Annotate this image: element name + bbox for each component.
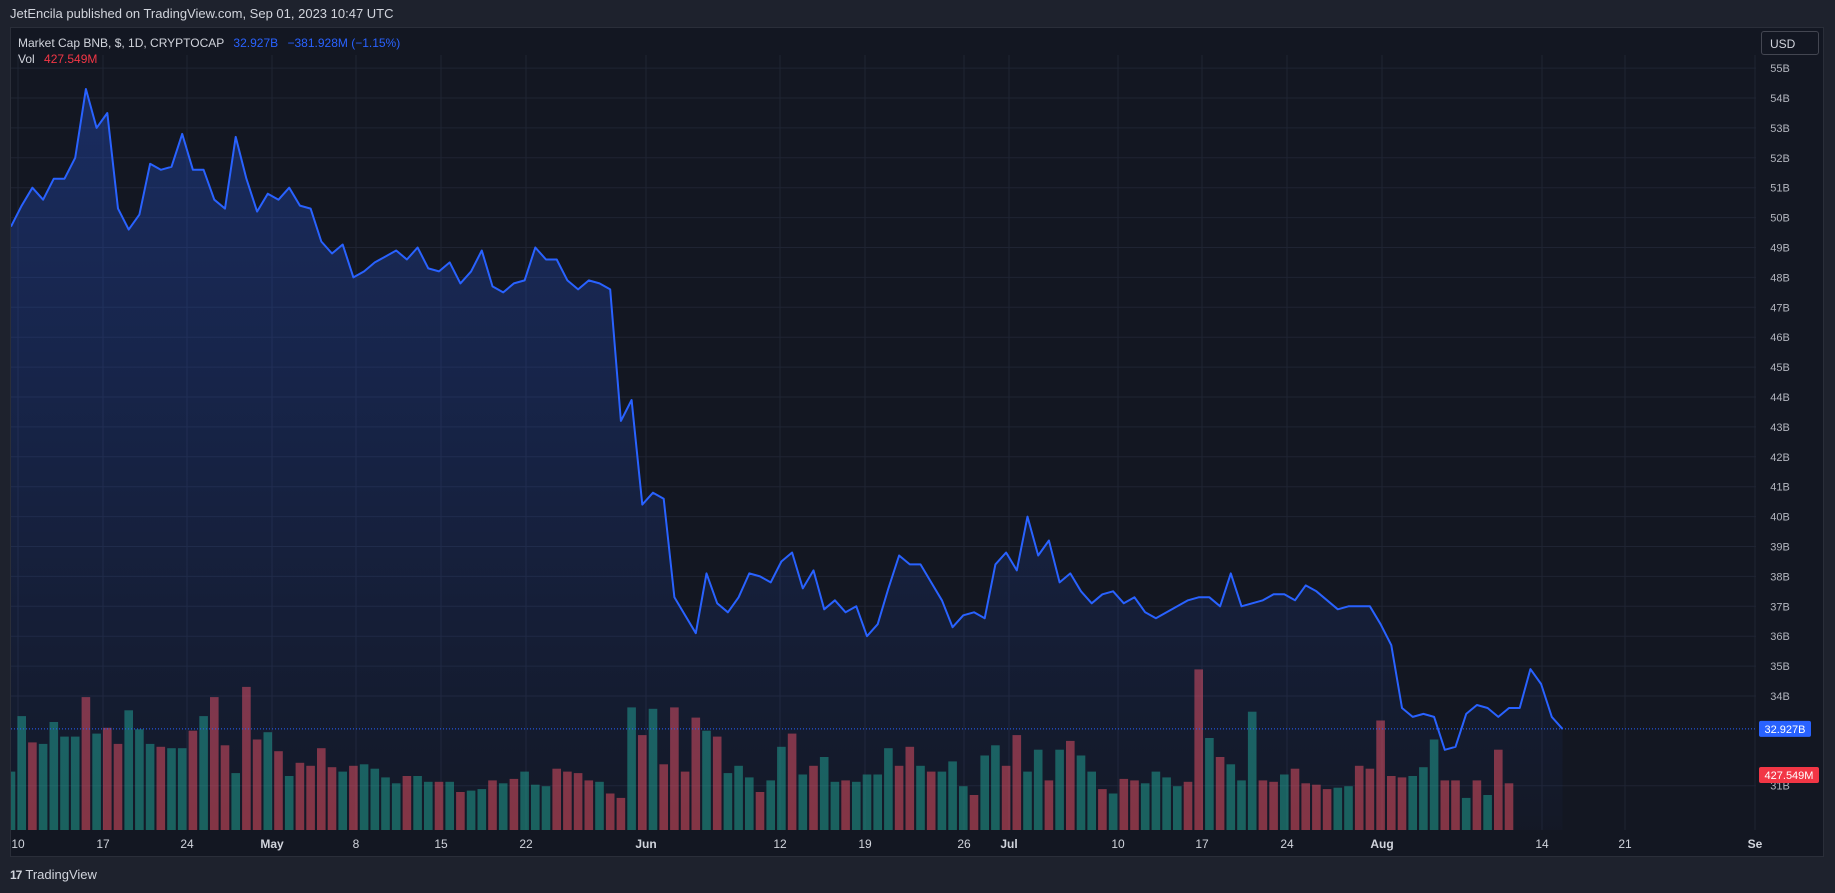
price-area-fill (11, 89, 1563, 830)
y-tick-label: 37B (1770, 601, 1790, 613)
y-tick-label: 40B (1770, 512, 1790, 524)
x-tick-label: 24 (1280, 837, 1294, 851)
x-tick-label: 12 (773, 837, 787, 851)
y-tick-label: 46B (1770, 332, 1790, 344)
y-tick-label: 34B (1770, 691, 1790, 703)
chart-legend: Market Cap BNB, $, 1D, CRYPTOCAP 32.927B… (18, 35, 400, 67)
y-tick-label: 48B (1770, 272, 1790, 284)
y-tick-label: 43B (1770, 422, 1790, 434)
x-tick-label: Aug (1370, 837, 1393, 851)
y-tick-label: 55B (1770, 63, 1790, 75)
x-tick-label: 8 (353, 837, 360, 851)
volume-price-label: 427.549M (1765, 770, 1814, 782)
y-tick-label: 41B (1770, 482, 1790, 494)
x-tick-label: 19 (858, 837, 872, 851)
y-tick-label: 39B (1770, 542, 1790, 554)
y-tick-label: 47B (1770, 302, 1790, 314)
x-tick-label: 14 (1535, 837, 1549, 851)
x-tick-label: Se (1748, 837, 1763, 851)
symbol-label[interactable]: Market Cap BNB, $, 1D, CRYPTOCAP (18, 36, 225, 50)
last-value-labels: 32.927B 427.549M (1759, 720, 1819, 783)
volume-label-bg (1759, 767, 1819, 783)
y-tick-label: 54B (1770, 93, 1790, 105)
change-value: −381.928M (−1.15%) (287, 36, 401, 50)
x-tick-label: May (260, 837, 284, 851)
x-tick-label: 15 (434, 837, 448, 851)
price-area (11, 88, 1756, 830)
price-label-bg (1759, 720, 1811, 737)
price-label: 32.927B (1765, 724, 1806, 736)
volume-label[interactable]: Vol (18, 52, 35, 66)
volume-value: 427.549M (44, 52, 98, 66)
x-tick-label: Jul (1000, 837, 1017, 851)
publish-info: JetEncila published on TradingView.com, … (10, 6, 394, 21)
x-tick-label: 10 (1111, 837, 1125, 851)
y-tick-label: 42B (1770, 452, 1790, 464)
y-tick-label: 52B (1770, 153, 1790, 165)
x-tick-label: 17 (96, 837, 110, 851)
y-tick-label: 35B (1770, 661, 1790, 673)
price-axis[interactable]: 55B 54B 53B 52B 51B 50B 49B 48B 47B 46B 45B 44B 43B 4… (1770, 63, 1790, 793)
x-tick-label: 22 (519, 837, 533, 851)
x-tick-label: 24 (180, 837, 194, 851)
y-tick-label: 44B (1770, 392, 1790, 404)
x-tick-label: Jun (635, 837, 656, 851)
currency-button[interactable]: USD (1761, 31, 1819, 55)
y-tick-label: 51B (1770, 183, 1790, 195)
y-tick-label: 49B (1770, 243, 1790, 255)
x-tick-label: 10 (11, 837, 25, 851)
x-tick-label: 26 (957, 837, 971, 851)
brand-name: TradingView (25, 867, 97, 882)
x-tick-label: 17 (1195, 837, 1209, 851)
y-tick-label: 38B (1770, 571, 1790, 583)
last-value: 32.927B (233, 36, 279, 50)
tradingview-logo-icon: 17 (10, 867, 22, 882)
y-tick-label: 50B (1770, 213, 1790, 225)
footer-brand[interactable]: 17 TradingView (10, 867, 97, 882)
y-tick-label: 53B (1770, 123, 1790, 135)
x-tick-label: 21 (1618, 837, 1632, 851)
price-line (11, 88, 1564, 751)
y-tick-label: 31B (1770, 781, 1790, 793)
y-tick-label: 36B (1770, 631, 1790, 643)
y-tick-label: 45B (1770, 362, 1790, 374)
time-axis[interactable]: 10 17 24 May 8 15 22 Jun 12 19 26 Jul 10 17 24 Aug 14 21 S… (11, 837, 1762, 851)
